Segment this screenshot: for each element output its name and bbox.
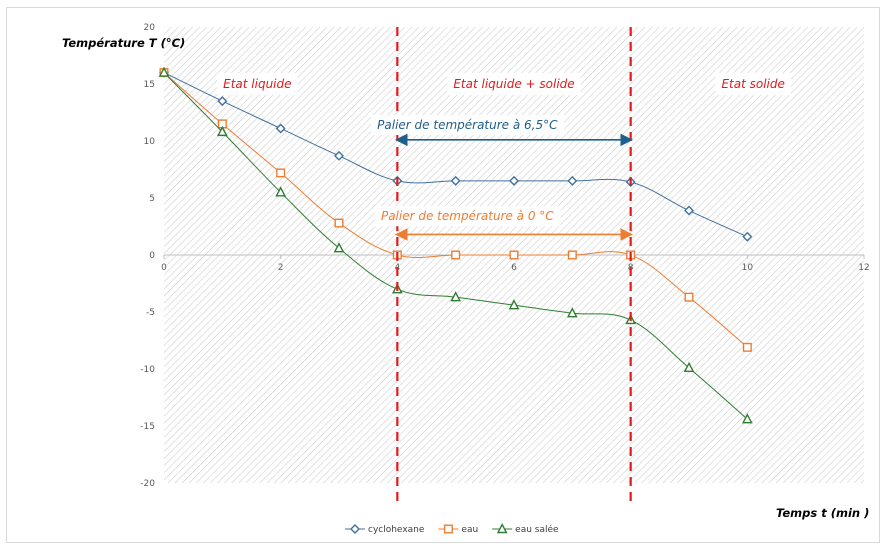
y-tick-label: 5 [149, 194, 155, 204]
data-point [333, 242, 345, 253]
legend-item: cyclohexane [345, 524, 425, 535]
legend: cyclohexane eau eau salée [345, 522, 559, 535]
data-point [334, 218, 344, 228]
svg-text:Palier de température à 0 °C: Palier de température à 0 °C [381, 209, 554, 223]
data-point [567, 175, 578, 186]
data-point [334, 150, 344, 161]
data-point [216, 125, 228, 137]
x-axis-title: Temps t (min ) [776, 506, 869, 520]
region-labels: Etat liquide Etat liquide + solide Etat so… [217, 73, 791, 95]
series-1 [159, 68, 752, 352]
y-tick-label: 0 [149, 251, 155, 261]
series-2 [158, 66, 753, 424]
y-tick-label: -10 [140, 365, 155, 375]
svg-text:Palier de température à 6,5°C: Palier de température à 6,5°C [377, 118, 558, 132]
legend-label: eau [461, 525, 478, 535]
legend-label: cyclohexane [368, 525, 425, 535]
data-point [566, 307, 578, 318]
data-point [276, 168, 286, 178]
y-tick-label: 10 [144, 137, 156, 147]
region-label: Etat solide [715, 73, 791, 95]
svg-text:Etat liquide: Etat liquide [223, 77, 291, 91]
data-point [217, 96, 228, 107]
svg-text:Etat solide: Etat solide [721, 77, 784, 91]
x-tick-label: 6 [511, 263, 517, 273]
y-tick-label: -20 [140, 479, 155, 489]
legend-item: eau salée [492, 522, 559, 535]
series-layer [158, 66, 753, 424]
legend-item: eau [438, 524, 478, 535]
plateau-annotation: Palier de température à 0 °C [374, 206, 634, 241]
data-point [450, 291, 462, 302]
data-point [508, 299, 520, 310]
data-point [450, 175, 461, 186]
y-tick-label: 20 [144, 23, 156, 33]
data-point [741, 413, 753, 424]
plateau-annotation: Palier de température à 6,5°C [371, 115, 634, 147]
region-label: Etat liquide + solide [447, 73, 581, 95]
data-point [158, 66, 170, 77]
annotations: Palier de température à 6,5°C Palier de t… [371, 115, 634, 241]
data-point [275, 186, 287, 197]
x-tick-label: 12 [858, 263, 869, 273]
data-point [683, 361, 695, 373]
y-axis-ticks: 20 15 10 5 0 -5 -10 -15 -20 [140, 23, 155, 489]
legend-marker [350, 524, 360, 534]
data-point [509, 175, 519, 186]
series-line [163, 72, 748, 420]
legend-marker [443, 524, 453, 534]
svg-text:Etat liquide + solide: Etat liquide + solide [453, 77, 574, 91]
data-point [567, 250, 577, 260]
data-point [509, 250, 519, 260]
y-tick-label: -5 [146, 308, 155, 318]
y-tick-label: -15 [140, 422, 155, 432]
x-tick-label: 0 [161, 263, 167, 273]
data-point [684, 205, 694, 216]
legend-label: eau salée [515, 524, 559, 535]
data-point [684, 292, 694, 302]
data-point [742, 231, 753, 242]
data-point [451, 250, 461, 260]
data-point [275, 123, 286, 134]
y-tick-label: 15 [144, 80, 155, 90]
x-tick-label: 10 [742, 263, 754, 273]
y-axis-title: Température T (°C) [62, 36, 185, 50]
phase-boundaries [396, 27, 632, 507]
series-0 [159, 67, 753, 242]
region-label: Etat liquide [217, 73, 298, 95]
x-tick-label: 2 [278, 263, 284, 273]
legend-marker [496, 522, 508, 534]
data-point [742, 342, 752, 352]
